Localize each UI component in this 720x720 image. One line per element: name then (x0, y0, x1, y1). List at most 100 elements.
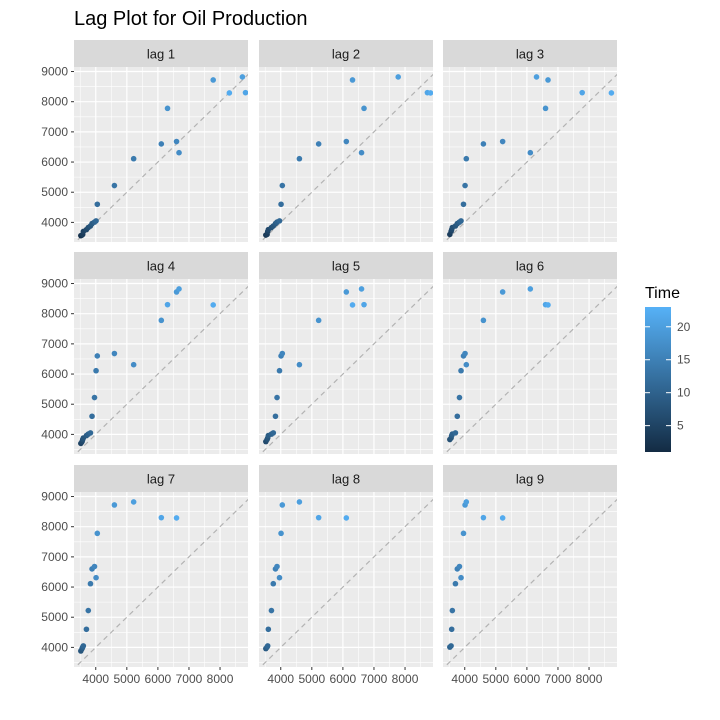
data-point (93, 574, 99, 581)
data-point (130, 499, 137, 505)
data-point (173, 515, 180, 521)
data-point (315, 514, 322, 521)
y-tick-label: 5000 (41, 185, 68, 199)
panel-background (259, 279, 433, 454)
data-point (89, 413, 95, 420)
data-point (130, 155, 137, 162)
data-point (358, 149, 365, 156)
data-point (279, 502, 286, 508)
y-tick-label: 6000 (41, 580, 68, 594)
data-point (463, 361, 470, 368)
data-point (545, 302, 551, 308)
identity-line (443, 498, 617, 667)
data-point (452, 430, 459, 436)
data-point (158, 514, 165, 521)
panel-grid (443, 67, 617, 242)
data-point (296, 361, 303, 368)
identity-line (443, 73, 617, 242)
legend-tick-label: 10 (677, 386, 691, 400)
data-point (456, 394, 463, 401)
facet-panels: lag 1 4000 5000 6000 7000 8000 9000 lag 2 lag 3 l… (41, 40, 617, 686)
data-point (210, 77, 216, 83)
scatter-points (263, 74, 433, 238)
panel-plot-area (443, 279, 617, 454)
data-point (361, 105, 367, 112)
x-tick-label: 6000 (145, 672, 172, 686)
x-tick-label: 6000 (330, 672, 357, 686)
facet-panel-lag-4: lag 4 4000 5000 6000 7000 8000 9000 (41, 252, 248, 454)
facet-panel-lag-9: lag 9 4000 5000 6000 7000 8000 (443, 465, 617, 686)
data-point (343, 138, 350, 145)
x-tick-label: 6000 (514, 672, 541, 686)
data-point (542, 105, 549, 112)
data-point (463, 155, 470, 162)
data-point (456, 563, 463, 570)
scatter-points (78, 499, 180, 654)
data-point (462, 182, 468, 189)
data-point (278, 201, 284, 208)
data-point (91, 394, 98, 401)
data-point (274, 394, 280, 401)
data-point (361, 301, 367, 308)
x-tick-label: 8000 (576, 672, 603, 686)
data-point (80, 643, 87, 649)
facet-strip (259, 465, 433, 492)
panel-plot-area: 4000 5000 6000 7000 8000 (259, 492, 433, 686)
data-point (94, 530, 101, 537)
x-tick-label: 5000 (482, 672, 509, 686)
facet-strip-label: lag 5 (332, 259, 360, 274)
data-point (480, 317, 487, 324)
data-point (87, 580, 94, 587)
data-point (276, 367, 283, 374)
scatter-points (78, 74, 248, 239)
x-tick-label: 7000 (176, 672, 203, 686)
data-point (343, 515, 350, 521)
data-point (268, 607, 275, 614)
data-point (315, 317, 322, 324)
facet-panel-lag-7: lag 7 4000 5000 6000 7000 8000 9000 4000 5000 600… (41, 465, 248, 686)
data-point (176, 149, 182, 156)
data-point (458, 218, 464, 224)
chart-title: Lag Plot for Oil Production (74, 8, 307, 30)
data-point (270, 580, 277, 587)
y-tick-label: 8000 (41, 520, 68, 534)
data-point (270, 430, 277, 436)
facet-strip-label: lag 9 (516, 472, 544, 487)
data-point (242, 89, 248, 96)
panel-grid (259, 67, 433, 242)
time-legend: Time 5 10 15 20 (645, 285, 691, 452)
data-point (463, 499, 470, 505)
x-tick-label: 7000 (361, 672, 388, 686)
data-point (296, 499, 303, 505)
x-tick-label: 8000 (392, 672, 419, 686)
facet-panel-lag-8: lag 8 4000 5000 6000 7000 8000 (259, 465, 433, 686)
y-tick-label: 7000 (41, 337, 68, 351)
data-point (533, 74, 540, 80)
scatter-points (447, 286, 551, 443)
x-tick-label: 5000 (113, 672, 140, 686)
y-tick-label: 4000 (41, 215, 68, 229)
y-tick-label: 4000 (41, 427, 68, 441)
x-tick-label: 5000 (298, 672, 325, 686)
data-point (460, 530, 467, 537)
data-point (239, 74, 246, 80)
data-point (499, 289, 506, 295)
y-tick-label: 7000 (41, 550, 68, 564)
x-tick-label: 4000 (451, 672, 478, 686)
data-point (499, 515, 506, 521)
facet-strip (74, 40, 248, 67)
y-tick-label: 8000 (41, 307, 68, 321)
data-point (83, 626, 90, 633)
data-point (579, 89, 585, 96)
panel-background (443, 492, 617, 667)
panel-plot-area: 4000 5000 6000 7000 8000 (443, 492, 617, 686)
facet-strip (443, 252, 617, 279)
facet-panel-lag-6: lag 6 (443, 252, 617, 454)
legend-tick-label: 5 (677, 419, 684, 433)
panel-background (74, 492, 248, 667)
y-tick-label: 6000 (41, 155, 68, 169)
data-point (210, 302, 216, 308)
panel-plot-area (259, 67, 433, 242)
x-tick-label: 8000 (207, 672, 234, 686)
data-point (94, 353, 101, 359)
